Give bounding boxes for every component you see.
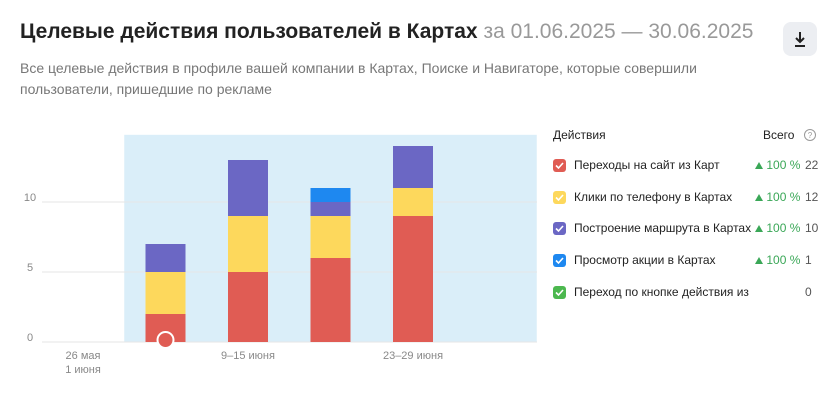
check xyxy=(555,257,564,265)
x-tick-label: 23–29 июня xyxy=(383,350,443,362)
y-tick-label: 5 xyxy=(27,262,33,274)
chart: 0 5 10 26 мая 1 июня 9–15 июня 23–29 июня xyxy=(24,134,537,376)
bar-segment xyxy=(310,216,351,258)
x-tick-label: 26 мая xyxy=(66,350,101,362)
up-arrow xyxy=(755,162,763,169)
legend-total-title: Всего xyxy=(763,128,795,142)
bar-segment xyxy=(310,188,351,202)
up-arrow xyxy=(755,193,763,201)
legend-name: Клики по телефону в Картах xyxy=(574,189,733,204)
bar-segment xyxy=(228,216,268,272)
x-tick-label: 9–15 июня xyxy=(221,350,275,362)
legend-total: 12 xyxy=(805,189,819,204)
svg-text:?: ? xyxy=(808,131,813,140)
legend-checkbox xyxy=(553,159,566,172)
bar-segment xyxy=(228,160,268,216)
check xyxy=(555,225,564,233)
y-tick-label: 0 xyxy=(27,332,33,344)
legend-name: Переходы на сайт из Карт xyxy=(574,158,720,172)
legend-change: 100 % xyxy=(755,221,800,235)
bar-segment xyxy=(393,188,433,216)
bar-segment xyxy=(145,244,186,272)
legend-change: 100 % xyxy=(755,158,800,172)
check xyxy=(555,162,564,170)
bar-segment xyxy=(393,146,433,188)
legend-item[interactable]: Клики по телефону в Картах 100 % 12 xyxy=(553,188,823,208)
legend-name: Переход по кнопке действия из Карт xyxy=(574,284,753,299)
help-icon[interactable]: ? xyxy=(803,128,817,142)
bar-segment xyxy=(310,202,351,216)
change-value: 100 % xyxy=(766,253,801,268)
check xyxy=(555,194,564,201)
change-value: 100 % xyxy=(766,221,801,236)
period: за 01.06.2025 — 30.06.2025 xyxy=(483,20,754,43)
bar-segment xyxy=(310,258,351,342)
legend-total: 0 xyxy=(805,284,812,299)
legend-checkbox xyxy=(553,254,566,268)
download-button[interactable] xyxy=(783,22,817,56)
legend-checkbox xyxy=(553,190,566,204)
legend-name: Просмотр акции в Картах xyxy=(574,253,716,268)
legend-total: 1 xyxy=(805,253,812,268)
legend-item[interactable]: Переходы на сайт из Карт 100 % 22 xyxy=(553,156,823,176)
download-icon xyxy=(795,32,805,47)
legend-checkbox xyxy=(553,285,566,299)
legend-item[interactable]: Построение маршрута в Картах 100 % 10 xyxy=(553,219,823,239)
check xyxy=(555,289,564,296)
up-arrow xyxy=(755,225,763,233)
legend-total: 10 xyxy=(805,221,819,236)
bar-segment xyxy=(228,272,268,342)
legend-total: 22 xyxy=(805,158,819,172)
y-tick-label: 10 xyxy=(24,192,36,204)
legend-change: 100 % xyxy=(755,190,800,204)
legend-item[interactable]: Переход по кнопке действия из Карт 0 xyxy=(553,283,823,303)
change-value: 100 % xyxy=(766,189,801,204)
title-text: Целевые действия пользователей в Картах xyxy=(20,20,478,43)
legend-change: 100 % xyxy=(755,253,800,267)
up-arrow xyxy=(755,257,763,265)
legend-title: Действия xyxy=(553,128,606,142)
comment-marker xyxy=(156,331,175,349)
legend-name: Построение маршрута в Картах xyxy=(574,221,752,236)
bar-segment xyxy=(145,272,186,314)
subtitle: Все целевые действия в профиле вашей ком… xyxy=(20,60,697,97)
change-value: 100 % xyxy=(766,158,801,172)
legend-item[interactable]: Просмотр акции в Картах 100 % 1 xyxy=(553,251,823,271)
title: Целевые действия пользователей в Картах … xyxy=(20,20,753,44)
bar-segment xyxy=(393,216,433,342)
legend-checkbox xyxy=(553,222,566,236)
x-tick-label: 1 июня xyxy=(65,364,101,376)
